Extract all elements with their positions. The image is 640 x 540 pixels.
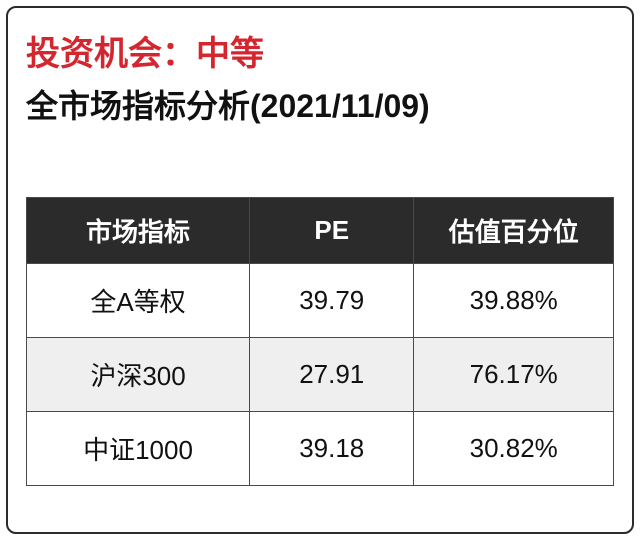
col-header-percent: 估值百分位 [414,198,614,264]
table-row: 沪深300 27.91 76.17% [27,338,614,412]
cell-pe: 39.79 [250,264,414,338]
analysis-title: 全市场指标分析(2021/11/09) [26,81,614,127]
market-table: 市场指标 PE 估值百分位 全A等权 39.79 39.88% 沪深300 27… [26,197,614,486]
table-row: 中证1000 39.18 30.82% [27,412,614,486]
cell-indicator: 中证1000 [27,412,250,486]
col-header-pe: PE [250,198,414,264]
cell-pe: 27.91 [250,338,414,412]
cell-indicator: 沪深300 [27,338,250,412]
table-body: 全A等权 39.79 39.88% 沪深300 27.91 76.17% 中证1… [27,264,614,486]
opportunity-heading: 投资机会：中等 [26,26,614,75]
cell-percent: 30.82% [414,412,614,486]
cell-pe: 39.18 [250,412,414,486]
cell-percent: 76.17% [414,338,614,412]
col-header-indicator: 市场指标 [27,198,250,264]
title-table-gap [26,127,614,197]
table-head: 市场指标 PE 估值百分位 [27,198,614,264]
card: 投资机会：中等 全市场指标分析(2021/11/09) 市场指标 PE 估值百分… [6,6,634,534]
cell-percent: 39.88% [414,264,614,338]
page-frame: 投资机会：中等 全市场指标分析(2021/11/09) 市场指标 PE 估值百分… [0,0,640,540]
cell-indicator: 全A等权 [27,264,250,338]
table-row: 全A等权 39.79 39.88% [27,264,614,338]
